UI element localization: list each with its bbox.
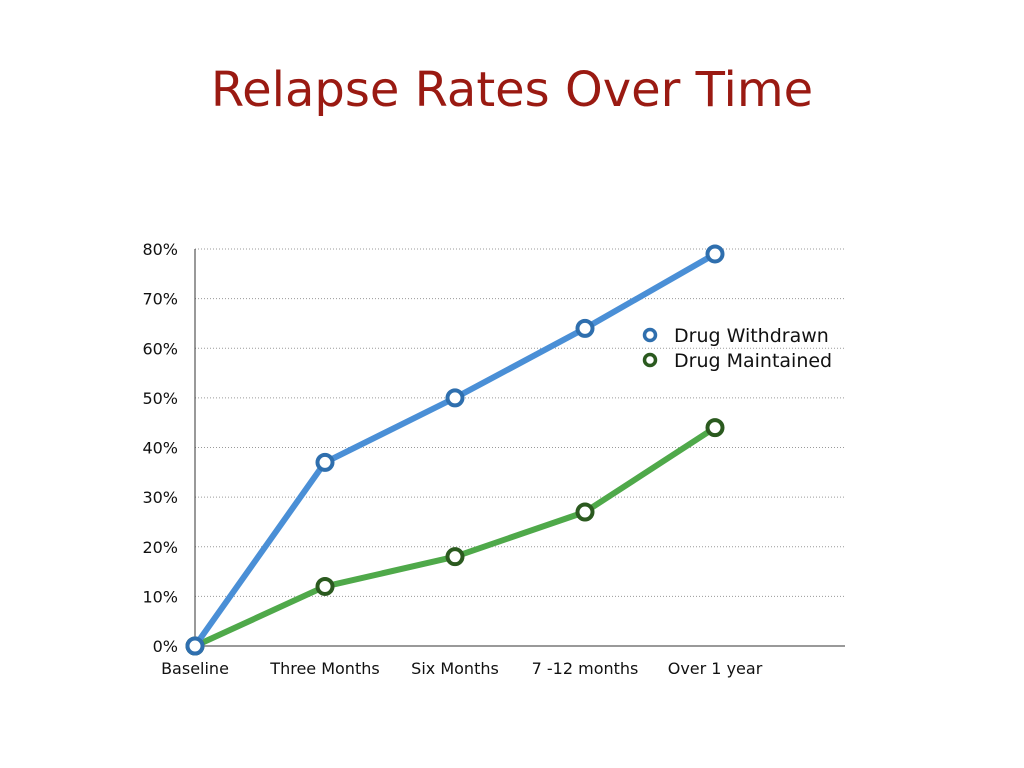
legend: Drug Withdrawn Drug Maintained [642,325,832,372]
data-point [575,318,595,338]
y-tick-label: 20% [142,538,178,557]
y-tick-label: 70% [142,290,178,309]
y-tick-label: 40% [142,439,178,458]
y-tick-label: 80% [142,240,178,259]
slide-title: Relapse Rates Over Time [210,62,814,118]
legend-label: Drug Maintained [674,350,832,372]
y-tick-label: 30% [142,488,178,507]
y-tick-label: 60% [142,339,178,358]
data-point [445,388,465,408]
data-point [315,576,335,596]
x-tick-label: Three Months [269,659,379,678]
x-axis-tick-labels: Baseline Three Months Six Months 7 -12 mont… [161,659,763,678]
data-point [445,547,465,567]
y-tick-label: 10% [142,587,178,606]
y-tick-label: 0% [153,637,178,656]
series-line [192,250,718,649]
legend-marker [642,352,658,368]
y-axis-tick-labels: 0% 10% 20% 30% 40% 50% 60% 70% 80% [142,240,178,656]
x-tick-label: Six Months [411,659,499,678]
axes [194,249,845,647]
x-tick-label: Baseline [161,659,229,678]
data-point [315,452,335,472]
data-point [575,502,595,522]
data-point [705,418,725,438]
data-point [705,244,725,264]
x-tick-label: 7 -12 months [532,659,639,678]
legend-label: Drug Withdrawn [674,325,829,347]
legend-marker [642,327,658,343]
series-lines [185,244,725,656]
gridlines [195,248,845,597]
x-tick-label: Over 1 year [668,659,763,678]
y-tick-label: 50% [142,389,178,408]
data-point [185,636,205,656]
